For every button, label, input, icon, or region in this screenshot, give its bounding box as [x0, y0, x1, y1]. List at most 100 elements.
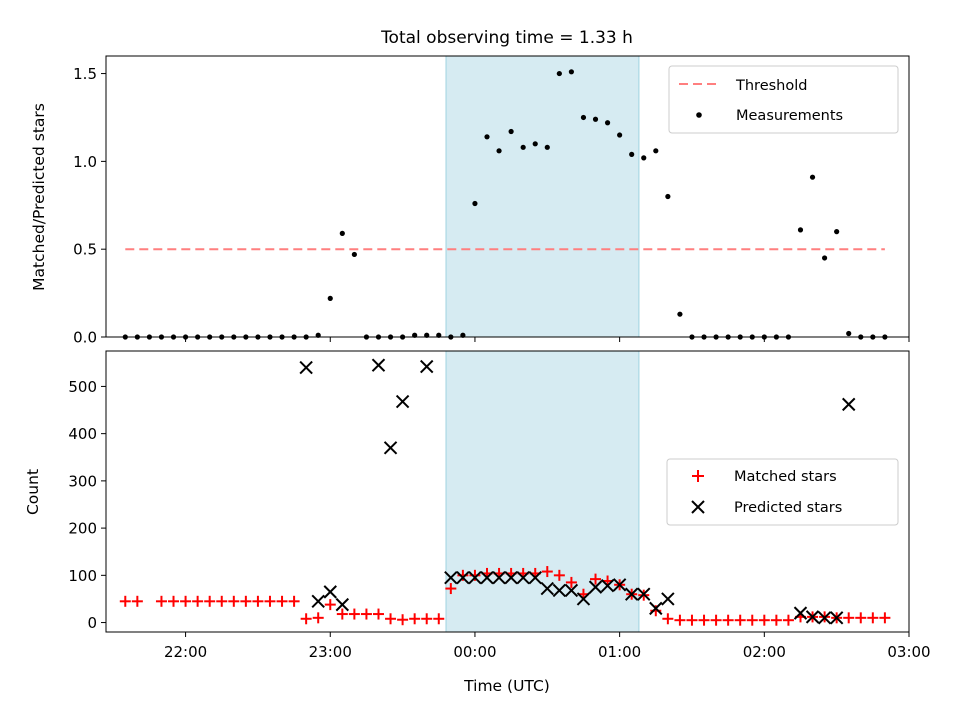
legend-measurements-swatch — [696, 112, 702, 118]
predicted-star-b — [793, 606, 808, 620]
predicted-star-point — [624, 587, 639, 601]
bottom-x-tick-label: 03:00 — [887, 643, 930, 661]
predicted-star-point — [612, 578, 627, 592]
predicted-star-point — [383, 441, 398, 455]
measurement-point — [604, 120, 611, 126]
bottom-legend-box — [666, 458, 899, 526]
measurement-point — [556, 70, 562, 77]
bottom-x-tick-label: 01:00 — [598, 643, 641, 661]
predicted-star-b — [588, 580, 603, 594]
legend-predicted-label: Predicted stars — [734, 500, 842, 516]
matched-star-point — [131, 595, 143, 607]
matched-star-point — [722, 614, 734, 626]
predicted-star-point — [492, 570, 506, 585]
legend-measurements-label: Measurements — [736, 108, 843, 124]
predicted-star-b — [600, 579, 615, 593]
predicted-star-b — [661, 592, 675, 606]
predicted-star-point — [661, 592, 675, 606]
matched-star-point — [879, 612, 891, 624]
matched-star-point — [192, 595, 204, 607]
legend-matched-swatch — [692, 470, 704, 482]
predicted-star-b — [829, 611, 844, 625]
predicted-star-b — [371, 358, 386, 372]
predicted-star-b — [383, 441, 398, 455]
matched-star-point — [300, 613, 312, 625]
matched-star-point — [228, 595, 240, 607]
chart-title: Total observing time = 1.33 h — [380, 28, 633, 48]
matched-star-point — [288, 595, 300, 607]
bottom-x-tick-label: 02:00 — [743, 643, 786, 661]
matched-star-point — [662, 613, 674, 625]
matched-star-point — [770, 614, 782, 626]
top-legend: Threshold Measurements — [668, 65, 899, 134]
predicted-star-point — [805, 610, 820, 624]
measurement-point — [665, 193, 671, 200]
bottom-y-tick-label: 400 — [68, 425, 97, 443]
predicted-star-point — [456, 570, 470, 585]
top-y-tick-label: 1.0 — [73, 153, 97, 171]
predicted-star-b — [468, 570, 482, 585]
top-y-tick-label: 0.0 — [73, 329, 97, 347]
measurement-point — [544, 144, 550, 150]
measurement-point — [351, 251, 357, 258]
matched-star-point — [674, 614, 686, 626]
predicted-star-point — [468, 570, 482, 585]
matched-star-point — [553, 569, 565, 581]
matched-star-point — [252, 595, 264, 607]
predicted-star-b — [299, 360, 313, 375]
matched-star-point — [168, 595, 180, 607]
predicted-star-point — [552, 583, 567, 598]
top-legend-box — [668, 65, 899, 134]
predicted-stars-points — [299, 358, 856, 625]
matched-star-point — [541, 566, 553, 578]
top-y-tick-label: 0.5 — [73, 241, 97, 259]
predicted-star-b — [444, 570, 458, 585]
predicted-star-point — [444, 570, 458, 585]
predicted-star-b — [395, 394, 410, 409]
matched-star-point — [409, 613, 421, 625]
predicted-star-b — [504, 570, 518, 585]
matched-star-point — [348, 608, 360, 620]
matched-star-point — [397, 614, 409, 626]
matched-star-point — [445, 583, 457, 595]
matched-star-point — [119, 595, 131, 607]
matched-star-point — [433, 613, 445, 625]
matched-star-point — [336, 608, 348, 620]
measurement-point — [809, 174, 816, 180]
legend-threshold-label: Threshold — [735, 78, 807, 94]
top-y-tick-label: 1.5 — [73, 65, 97, 83]
measurement-point — [846, 330, 852, 337]
top-axes-frame — [105, 55, 910, 338]
predicted-star-point — [516, 570, 530, 585]
matched-star-point — [782, 614, 794, 626]
predicted-star-point — [528, 570, 542, 585]
predicted-star-point — [311, 594, 325, 609]
predicted-star-point — [335, 597, 350, 612]
predicted-star-b — [492, 570, 506, 585]
measurement-point — [641, 155, 647, 161]
predicted-star-b — [323, 585, 337, 599]
predicted-star-point — [504, 570, 518, 585]
legend-predicted-swatch — [691, 500, 705, 514]
bottom-y-tick-label: 300 — [68, 472, 97, 490]
measurement-point — [339, 230, 345, 236]
predicted-star-b — [552, 583, 567, 598]
predicted-star-b — [612, 578, 627, 592]
matched-star-point — [590, 573, 602, 585]
matched-star-point — [734, 614, 746, 626]
measurement-point — [327, 295, 333, 301]
matched-star-point — [204, 595, 216, 607]
predicted-star-point — [420, 359, 434, 374]
predicted-star-b — [637, 587, 651, 601]
matched-star-point — [421, 613, 433, 625]
predicted-star-b — [540, 581, 554, 596]
measurement-point — [496, 148, 502, 154]
matched-star-point — [698, 614, 710, 626]
bottom-legend: Matched stars Predicted stars — [666, 458, 899, 526]
predicted-star-b — [311, 594, 325, 609]
bottom-y-tick-label: 0 — [87, 614, 97, 632]
bottom-x-tick-label: 23:00 — [309, 643, 352, 661]
matched-star-point — [276, 595, 288, 607]
predicted-star-b — [335, 597, 350, 612]
